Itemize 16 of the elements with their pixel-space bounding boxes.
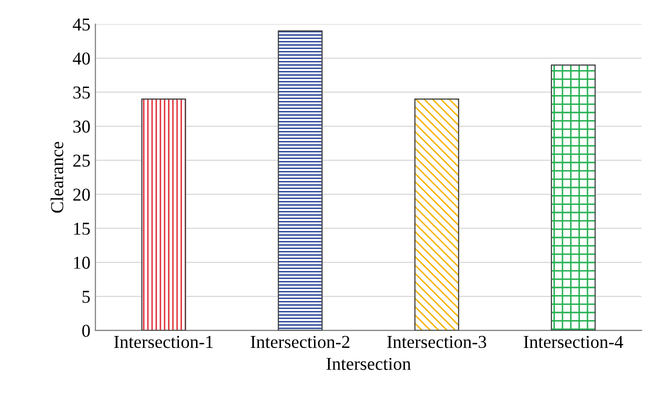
y-tick-label: 20 xyxy=(73,188,90,201)
y-tick-label: 5 xyxy=(82,290,90,303)
x-tick-label: Intersection-3 xyxy=(387,336,486,348)
y-tick-label: 10 xyxy=(74,256,90,269)
x-tick-label: Intersection-4 xyxy=(524,336,624,348)
y-tick-label: 0 xyxy=(82,324,90,337)
x-axis-title: Intersection xyxy=(326,358,411,370)
y-tick-label: 25 xyxy=(73,154,90,167)
y-tick-label: 40 xyxy=(72,52,90,65)
y-axis-title: Clearance xyxy=(50,142,64,213)
y-tick-label: 30 xyxy=(73,120,90,133)
y-tick-label: 45 xyxy=(72,18,90,31)
y-tick-label: 35 xyxy=(73,86,90,99)
x-tick-label: Intersection-2 xyxy=(250,336,350,348)
x-tick-label: Intersection-1 xyxy=(114,336,213,348)
y-tick-label: 15 xyxy=(74,222,90,235)
